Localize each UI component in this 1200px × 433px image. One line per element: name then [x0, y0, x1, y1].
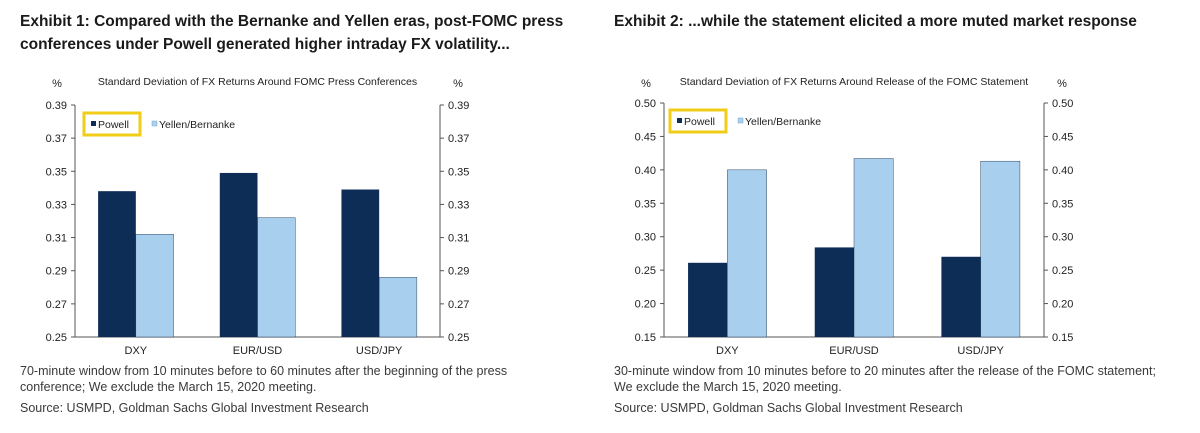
y-axis-right-label: % [453, 78, 463, 90]
chart-title: Standard Deviation of FX Returns Around … [98, 76, 417, 88]
x-tick-label: EUR/USD [233, 345, 283, 357]
y-tick-label-right: 0.25 [1052, 265, 1073, 277]
legend-swatch-yellen-bernanke [737, 117, 744, 124]
legend-highlight-box [82, 111, 142, 137]
y-tick-label-left: 0.30 [635, 232, 656, 244]
legend-swatch-powell [91, 121, 96, 126]
y-tick-label-right: 0.45 [1052, 131, 1073, 143]
x-tick-label: EUR/USD [829, 345, 879, 357]
legend-label-yellen-bernanke: Yellen/Bernanke [745, 116, 821, 128]
y-tick-label-right: 0.30 [1052, 232, 1073, 244]
y-tick-label-right: 0.33 [448, 199, 469, 211]
y-tick-label-right: 0.39 [448, 100, 469, 112]
y-tick-label-left: 0.33 [46, 199, 67, 211]
exhibit-2-note: 30-minute window from 10 minutes before … [614, 363, 1156, 395]
y-tick-label-left: 0.15 [635, 332, 656, 344]
y-tick-label-left: 0.45 [635, 131, 656, 143]
y-tick-label-left: 0.31 [46, 233, 67, 245]
y-tick-label-right: 0.27 [448, 299, 469, 311]
legend-swatch-powell [677, 118, 682, 123]
legend-label-yellen-bernanke: Yellen/Bernanke [159, 119, 235, 131]
legend-label-powell: Powell [98, 119, 129, 131]
exhibit-2-title-line-1: Exhibit 2: ...while the statement elicit… [614, 13, 1137, 30]
legend-swatch-yellen-bernanke [151, 120, 158, 127]
y-tick-label-right: 0.15 [1052, 332, 1073, 344]
y-axis-left-label: % [52, 78, 62, 90]
exhibit-1-note-line-2: conference; We exclude the March 15, 202… [20, 380, 317, 394]
y-tick-label-right: 0.25 [448, 332, 469, 344]
y-tick-label-left: 0.35 [46, 166, 67, 178]
x-tick-label: DXY [716, 345, 739, 357]
exhibit-1-chart: Standard Deviation of FX Returns Around … [46, 76, 470, 357]
exhibit-1-title: Exhibit 1: Compared with the Bernanke an… [20, 10, 580, 56]
y-tick-label-right: 0.29 [448, 266, 469, 278]
y-tick-label-right: 0.20 [1052, 299, 1073, 311]
y-tick-label-left: 0.50 [635, 98, 656, 110]
exhibit-1-title-line-2: conferences under Powell generated highe… [20, 36, 510, 53]
x-tick-label: USD/JPY [957, 345, 1004, 357]
y-tick-label-left: 0.35 [635, 198, 656, 210]
y-tick-label-left: 0.37 [46, 133, 67, 145]
y-tick-label-left: 0.25 [635, 265, 656, 277]
exhibit-1-title-line-1: Exhibit 1: Compared with the Bernanke an… [20, 13, 564, 30]
bar-yellen-bernanke-usd-jpy [378, 277, 418, 338]
bar-yellen-bernanke-dxy [135, 234, 174, 338]
x-tick-label: USD/JPY [356, 345, 403, 357]
y-tick-label-left: 0.39 [46, 100, 67, 112]
y-axis-left-label: % [641, 78, 651, 90]
y-tick-label-right: 0.37 [448, 133, 469, 145]
y-axis-right-label: % [1057, 78, 1067, 90]
legend-highlight-box [668, 108, 728, 134]
y-tick-label-left: 0.27 [46, 299, 67, 311]
bar-yellen-bernanke-eur-usd [853, 158, 894, 338]
bar-yellen-bernanke-eur-usd [257, 217, 296, 338]
bar-powell-usd-jpy [941, 256, 981, 337]
y-tick-label-right: 0.50 [1052, 98, 1073, 110]
legend-label-powell: Powell [684, 116, 715, 128]
exhibit-2-note-line-1: 30-minute window from 10 minutes before … [614, 364, 1156, 378]
exhibit-1-source: Source: USMPD, Goldman Sachs Global Inve… [20, 401, 369, 415]
chart-title: Standard Deviation of FX Returns Around … [680, 76, 1029, 88]
exhibit-1-note: 70-minute window from 10 minutes before … [20, 363, 507, 395]
exhibit-2-note-line-2: We exclude the March 15, 2020 meeting. [614, 380, 842, 394]
bar-yellen-bernanke-dxy [727, 169, 767, 338]
y-tick-label-right: 0.31 [448, 233, 469, 245]
bar-powell-dxy [98, 191, 136, 337]
x-tick-label: DXY [125, 345, 148, 357]
bar-powell-usd-jpy [341, 189, 380, 337]
bar-powell-dxy [688, 262, 728, 337]
bar-powell-eur-usd [219, 172, 258, 337]
y-tick-label-right: 0.40 [1052, 165, 1073, 177]
y-tick-label-left: 0.20 [635, 299, 656, 311]
exhibit-2-chart: Standard Deviation of FX Returns Around … [635, 76, 1074, 357]
y-tick-label-right: 0.35 [448, 166, 469, 178]
y-tick-label-left: 0.25 [46, 332, 67, 344]
y-tick-label-left: 0.29 [46, 266, 67, 278]
exhibit-1-note-line-1: 70-minute window from 10 minutes before … [20, 364, 508, 378]
bar-powell-eur-usd [814, 247, 854, 337]
exhibit-2-title: Exhibit 2: ...while the statement elicit… [614, 10, 1194, 33]
y-tick-label-right: 0.35 [1052, 198, 1073, 210]
bar-yellen-bernanke-usd-jpy [980, 160, 1021, 338]
exhibit-2-source: Source: USMPD, Goldman Sachs Global Inve… [614, 401, 963, 415]
y-tick-label-left: 0.40 [635, 165, 656, 177]
